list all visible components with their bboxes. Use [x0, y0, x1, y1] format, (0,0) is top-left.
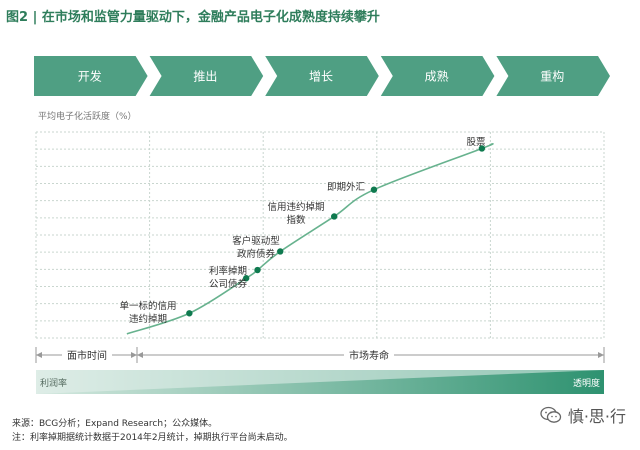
annotation-label: 客户驱动型政府债券	[232, 235, 280, 260]
label-background	[62, 347, 112, 363]
y-axis-label: 平均电子化活跃度（%）	[38, 110, 137, 122]
stage-chevron	[380, 56, 495, 96]
data-point	[277, 248, 284, 255]
arrow-left-icon	[137, 352, 143, 358]
series-line	[126, 143, 494, 335]
annotation-line: 股票	[466, 137, 486, 148]
annotation-label: 单一标的信用违约掉期	[119, 300, 176, 325]
annotation-line: 即期外汇	[327, 181, 366, 193]
bottom-right-label: 透明度	[573, 377, 600, 389]
stage-label: 成熟	[425, 69, 449, 84]
arrow-right-icon	[131, 352, 137, 358]
arrow-right-icon	[598, 352, 604, 358]
annotation-line: 指数	[286, 214, 306, 226]
stage-label: 推出	[193, 70, 217, 84]
timeline-label: 市场寿命	[349, 349, 389, 362]
wechat-icon	[540, 406, 561, 423]
annotation-label: 利率掉期公司债券	[209, 265, 248, 290]
stage-chevron	[496, 56, 610, 96]
footnote: 注：利率掉期据统计数据于2014年2月统计，掉期执行平台尚未启动。	[12, 433, 293, 443]
annotation-label: 即期外汇	[327, 181, 366, 193]
arrow-left-icon	[36, 352, 42, 358]
data-point	[254, 266, 261, 274]
stage-label: 重构	[540, 69, 564, 84]
data-point	[478, 145, 486, 152]
source-note: 来源：BCG分析；Expand Research；公众媒体。	[12, 419, 218, 429]
annotation-line: 公司债券	[209, 278, 248, 290]
annotation-label: 信用违约掉期指数	[267, 201, 324, 226]
annotation-line: 利率掉期	[209, 265, 247, 277]
stage-label: 开发	[78, 69, 102, 84]
watermark-text: 慎·思·行	[567, 407, 626, 426]
data-point	[370, 186, 378, 193]
annotation-line: 客户驱动型	[232, 235, 280, 247]
data-point	[186, 310, 193, 317]
stage-chevron	[34, 56, 148, 96]
label-background	[344, 347, 394, 363]
annotation-line: 信用违约掉期	[267, 201, 324, 213]
chart-title: 图2 | 在市场和监管力量驱动下，金融产品电子化成熟度持续攀升	[6, 10, 380, 25]
stage-label: 增长	[309, 70, 333, 84]
stage-chevron	[149, 56, 264, 96]
timeline-label: 面市时间	[67, 349, 107, 362]
profitability-wedge	[36, 370, 604, 394]
annotation-label: 股票	[466, 137, 486, 148]
annotation-line: 违约掉期	[129, 313, 167, 325]
annotation-line: 政府债券	[237, 248, 276, 260]
watermark: 慎·思·行	[540, 403, 626, 427]
stage-chevron	[265, 56, 379, 96]
bottom-left-label: 利润率	[40, 377, 67, 389]
annotation-line: 单一标的信用	[119, 300, 176, 312]
data-point	[242, 275, 250, 282]
data-point	[331, 213, 338, 220]
